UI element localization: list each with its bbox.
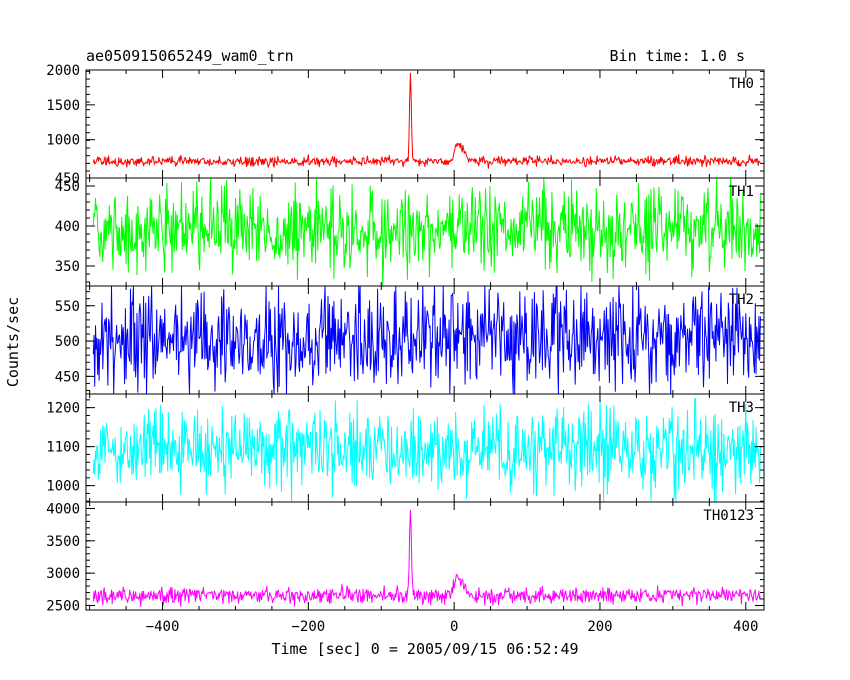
- x-tick-label: 0: [450, 619, 458, 635]
- x-axis-label: Time [sec] 0 = 2005/09/15 06:52:49: [271, 640, 578, 658]
- y-tick-label-th2: 450: [55, 369, 80, 385]
- series-line-th0123: [92, 509, 761, 607]
- x-tick-label: 200: [587, 619, 612, 635]
- series-line-th3: [92, 397, 761, 503]
- panel-frame-th0: [85, 69, 765, 179]
- y-tick-label-th0: 1500: [46, 98, 80, 114]
- y-tick-label-th0123: 2500: [46, 598, 80, 614]
- series-line-th0: [92, 72, 761, 169]
- y-tick-label-th0: 450: [55, 171, 80, 187]
- panel-label-th2: TH2: [729, 292, 754, 308]
- y-tick-label-th3: 1000: [46, 479, 80, 495]
- x-tick-label: −200: [291, 619, 325, 635]
- y-tick-label-th3: 1200: [46, 401, 80, 417]
- y-tick-label-th3: 1100: [46, 440, 80, 456]
- y-tick-label-th0123: 4000: [46, 501, 80, 517]
- y-tick-label-th1: 350: [55, 259, 80, 275]
- x-tick-label: 400: [733, 619, 758, 635]
- x-tick-label: −400: [146, 619, 180, 635]
- y-tick-label-th0: 1000: [46, 133, 80, 149]
- y-tick-label-th2: 500: [55, 334, 80, 350]
- panel-label-th3: TH3: [729, 400, 754, 416]
- y-axis-label: Counts/sec: [4, 297, 22, 387]
- series-line-th2: [92, 285, 761, 395]
- chart-title: ae050915065249_wam0_trn: [86, 47, 294, 65]
- y-tick-label-th1: 400: [55, 219, 80, 235]
- series-line-th1: [92, 177, 761, 287]
- panel-label-th0: TH0: [729, 76, 754, 92]
- y-tick-label-th0123: 3000: [46, 566, 80, 582]
- y-tick-label-th0: 2000: [46, 63, 80, 79]
- bin-time-label: Bin time: 1.0 s: [610, 47, 745, 65]
- y-tick-label-th0123: 3500: [46, 534, 80, 550]
- y-tick-label-th1: 450: [55, 179, 80, 195]
- panel-label-th0123: TH0123: [703, 508, 754, 524]
- panel-label-th1: TH1: [729, 184, 754, 200]
- panel-frame-th0123: [85, 501, 765, 611]
- y-tick-label-th2: 550: [55, 299, 80, 315]
